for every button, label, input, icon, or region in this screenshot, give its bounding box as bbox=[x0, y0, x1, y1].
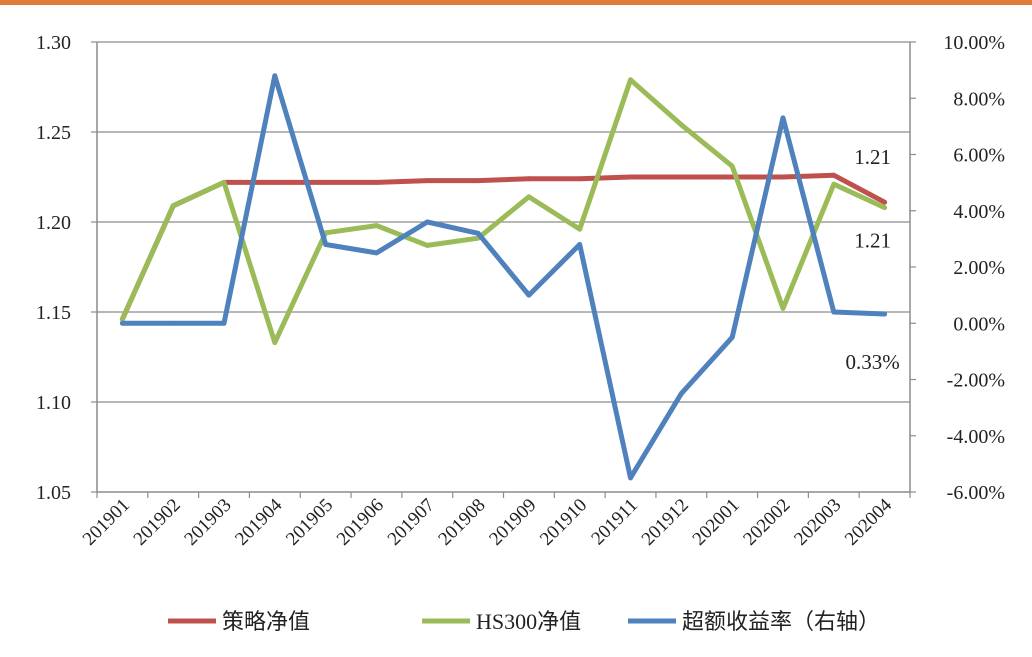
data-point bbox=[678, 174, 684, 180]
data-label: 1.21 bbox=[854, 145, 891, 169]
gridlines bbox=[97, 41, 910, 403]
series-lines bbox=[119, 73, 888, 481]
right-tick-label: 0.00% bbox=[953, 313, 1005, 335]
data-annotations: 1.21 1.21 0.33% bbox=[845, 145, 899, 374]
right-tick-label: -2.00% bbox=[947, 370, 1005, 392]
data-point bbox=[882, 311, 887, 317]
right-axis-ticks: -6.00% -4.00% -2.00% 0.00% 2.00% 4.00% 6.00% 8.… bbox=[910, 32, 1005, 504]
series-line-2 bbox=[119, 73, 888, 481]
data-point bbox=[831, 181, 837, 187]
legend-label: 超额收益率（右轴） bbox=[682, 609, 880, 634]
data-point bbox=[628, 475, 633, 481]
data-point bbox=[526, 292, 532, 298]
data-point bbox=[577, 176, 583, 182]
data-point bbox=[577, 242, 583, 247]
data-point bbox=[780, 174, 786, 180]
data-point bbox=[424, 243, 430, 248]
data-point bbox=[628, 77, 633, 83]
right-tick-label: 6.00% bbox=[953, 145, 1005, 167]
right-tick-label: -6.00% bbox=[947, 482, 1005, 504]
series-line-0 bbox=[119, 172, 888, 322]
data-point bbox=[475, 230, 481, 236]
left-tick-label: 1.15 bbox=[36, 302, 71, 324]
data-point bbox=[678, 122, 684, 128]
data-point bbox=[475, 178, 481, 184]
right-tick-label: -4.00% bbox=[947, 426, 1005, 448]
legend-label: 策略净值 bbox=[222, 609, 310, 634]
data-point bbox=[628, 174, 633, 180]
data-point bbox=[424, 219, 430, 225]
data-point bbox=[424, 178, 430, 184]
data-point bbox=[831, 172, 837, 178]
data-label: 1.21 bbox=[854, 229, 891, 253]
data-point bbox=[374, 180, 379, 185]
data-point bbox=[272, 340, 278, 345]
legend: 策略净值 HS300净值 超额收益率（右轴） bbox=[168, 609, 880, 634]
data-point bbox=[526, 194, 532, 200]
left-tick-label: 1.05 bbox=[36, 482, 71, 504]
data-point bbox=[170, 320, 176, 326]
data-point bbox=[729, 163, 735, 169]
data-point bbox=[120, 316, 125, 322]
left-tick-label: 1.25 bbox=[36, 122, 71, 144]
legend-label: HS300净值 bbox=[476, 609, 581, 634]
data-point bbox=[221, 320, 227, 326]
data-point bbox=[120, 320, 125, 326]
right-tick-label: 10.00% bbox=[943, 32, 1005, 54]
data-point bbox=[323, 180, 329, 185]
right-tick-label: 8.00% bbox=[953, 88, 1005, 110]
data-point bbox=[221, 180, 227, 185]
data-point bbox=[577, 226, 583, 232]
data-point bbox=[678, 391, 684, 396]
data-point bbox=[780, 306, 786, 311]
left-tick-label: 1.10 bbox=[36, 392, 71, 414]
left-tick-label: 1.20 bbox=[36, 212, 71, 234]
right-tick-label: 2.00% bbox=[953, 257, 1005, 279]
top-accent-bar bbox=[0, 0, 1032, 5]
data-point bbox=[272, 73, 278, 79]
data-point bbox=[170, 203, 176, 209]
left-axis-ticks: 1.05 1.10 1.15 1.20 1.25 1.30 bbox=[36, 32, 97, 504]
right-tick-label: 4.00% bbox=[953, 201, 1005, 223]
data-point bbox=[729, 334, 735, 340]
data-point bbox=[831, 309, 837, 315]
left-tick-label: 1.30 bbox=[36, 32, 71, 54]
data-label: 0.33% bbox=[845, 350, 899, 374]
data-point bbox=[780, 115, 786, 121]
data-point bbox=[882, 205, 887, 211]
data-point bbox=[526, 176, 532, 182]
data-point bbox=[374, 250, 379, 256]
data-point bbox=[882, 199, 887, 205]
data-point bbox=[272, 180, 278, 185]
data-point bbox=[323, 242, 329, 247]
data-point bbox=[374, 223, 379, 229]
